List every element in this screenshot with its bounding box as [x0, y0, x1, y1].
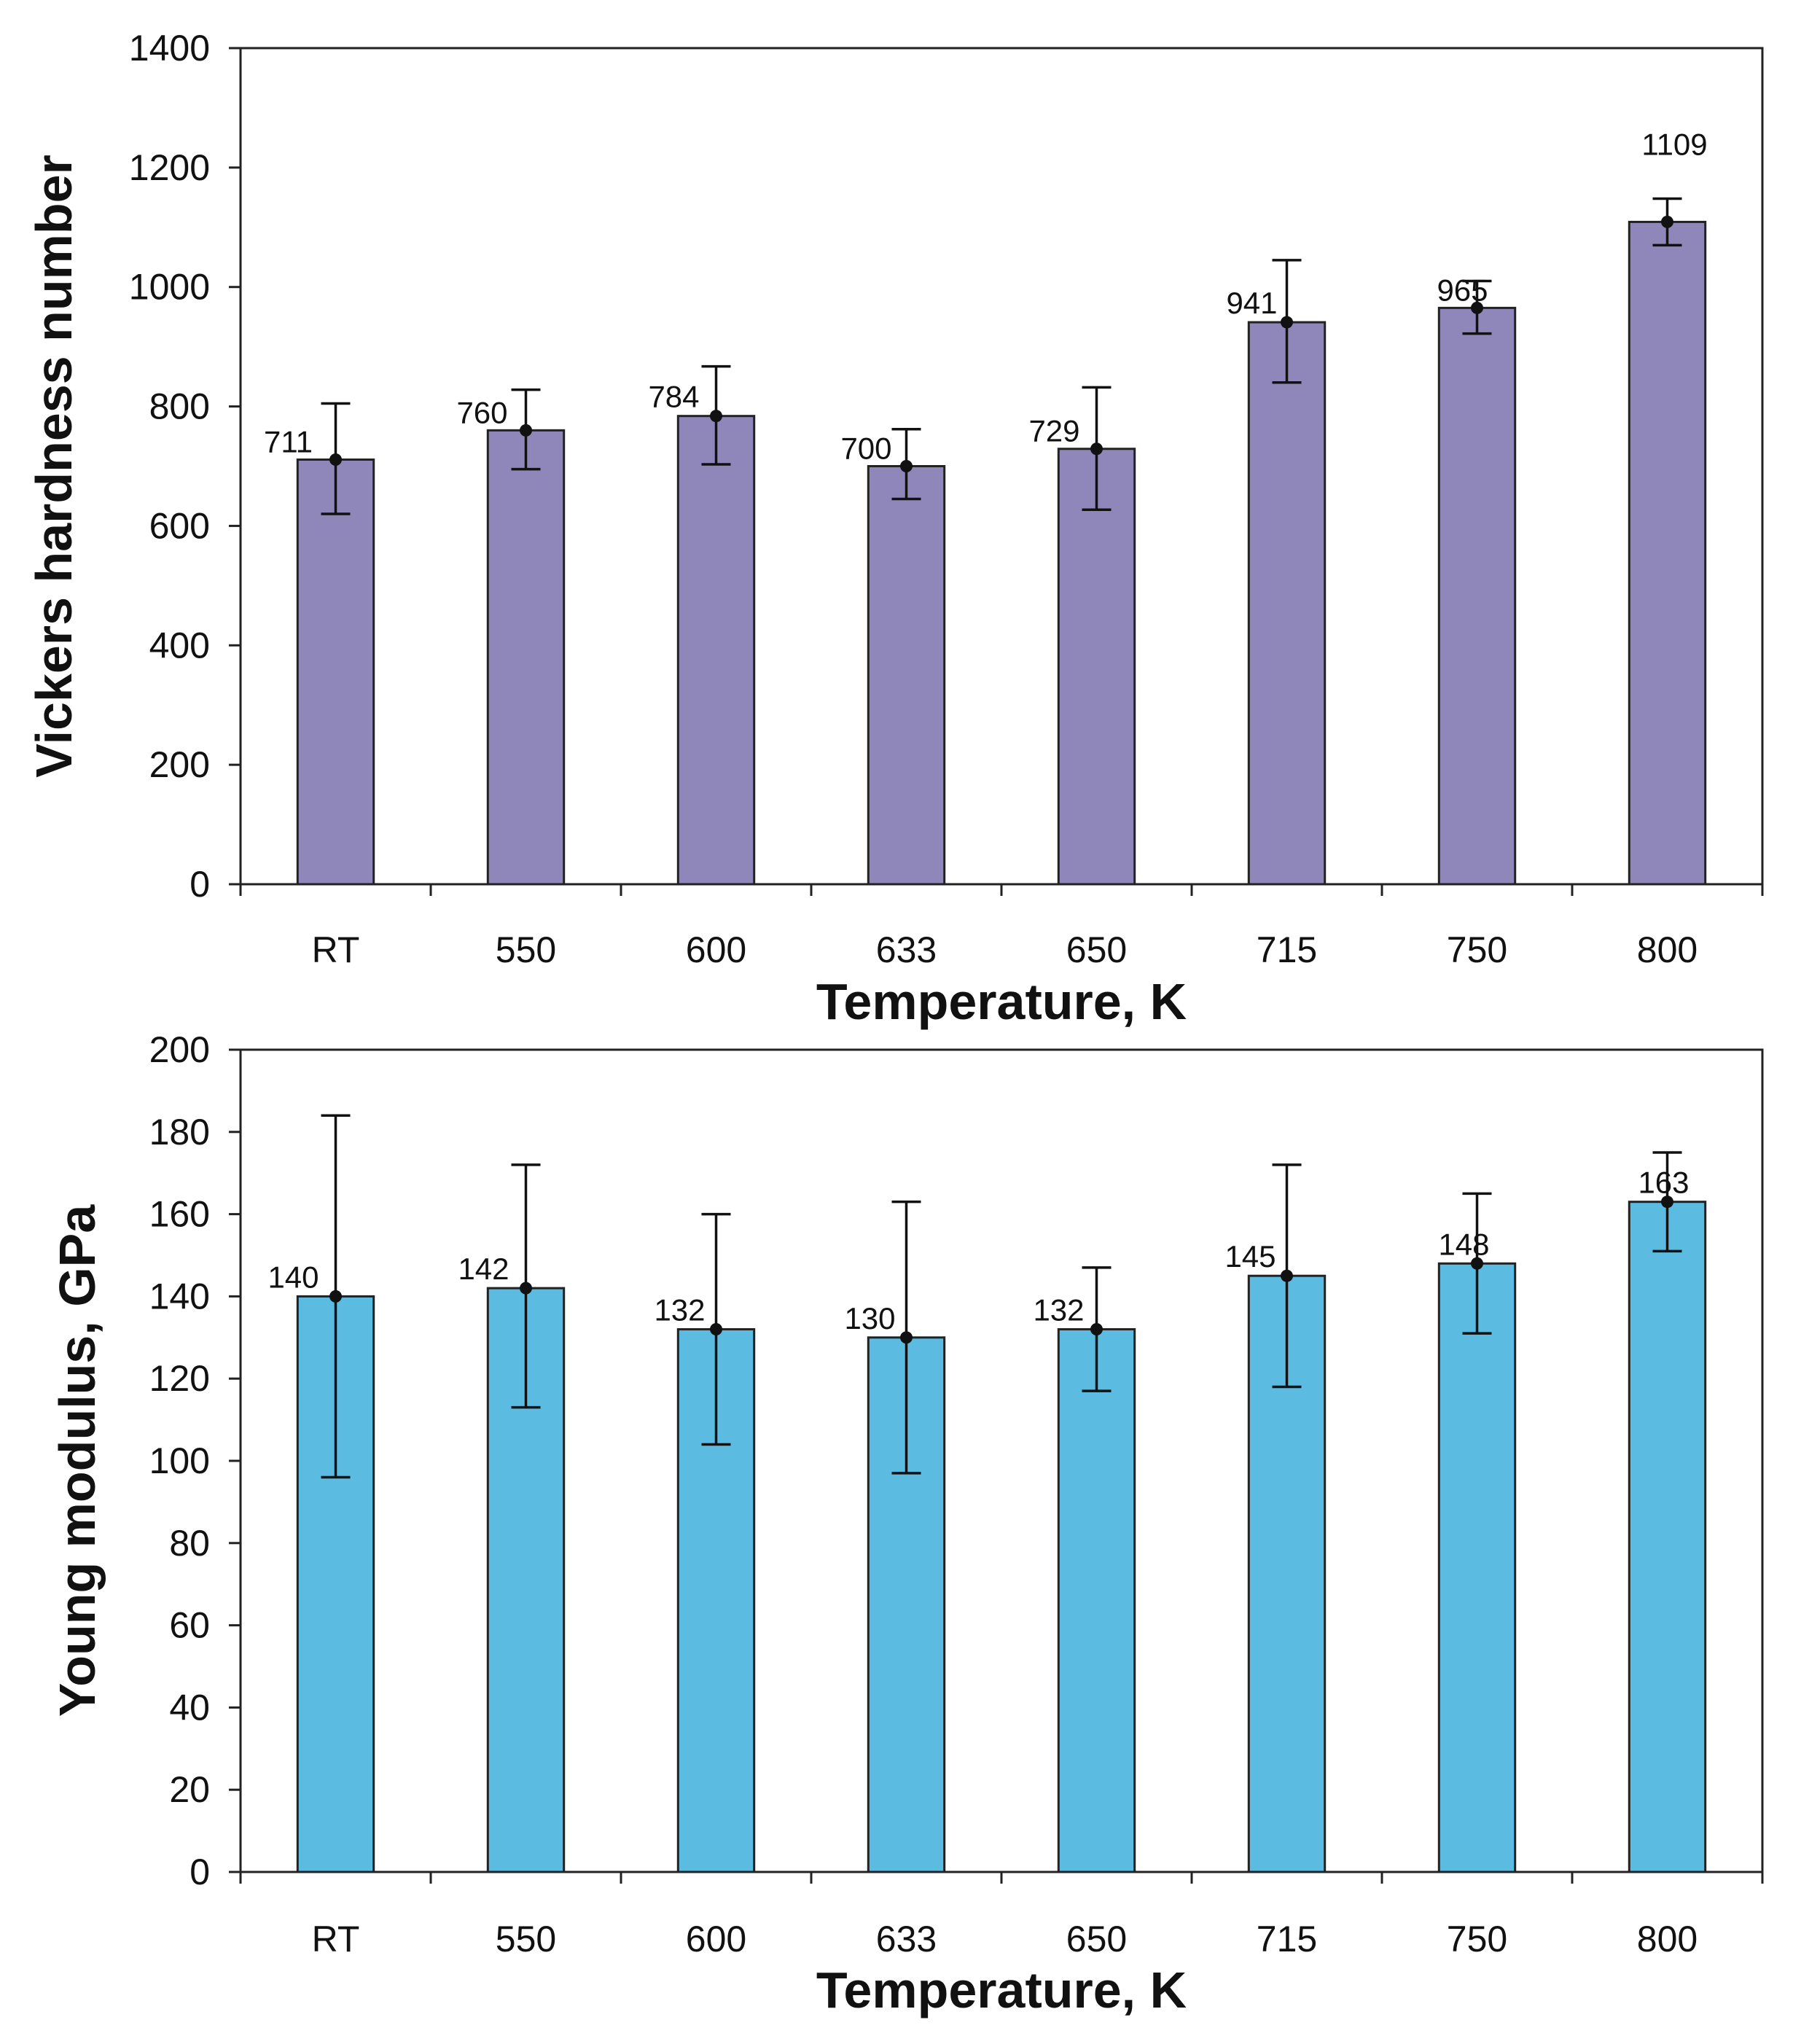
bar — [1437, 1262, 1517, 1873]
data-label: 142 — [458, 1252, 509, 1286]
x-tick-label: 715 — [1257, 929, 1317, 970]
bar — [1247, 321, 1327, 886]
mean-marker — [1090, 1323, 1103, 1336]
mean-marker — [329, 453, 342, 466]
x-tick-label: 750 — [1447, 1919, 1507, 1959]
data-label: 760 — [456, 395, 507, 429]
data-label: 729 — [1028, 414, 1079, 448]
y-tick-label: 40 — [169, 1687, 210, 1728]
mean-marker — [1281, 316, 1293, 329]
mean-marker — [1281, 1269, 1293, 1282]
mean-marker — [900, 1331, 913, 1344]
y-tick-label: 60 — [169, 1605, 210, 1646]
y-axis-title: Young modulus, GPa — [49, 1204, 106, 1717]
bar — [1057, 448, 1136, 886]
mean-marker — [520, 424, 532, 437]
young-modulus-chart: 0 20 40 60 80 100 120 140 160 180 200 140 RT 142 550 13… — [49, 1029, 1764, 2018]
x-tick-label: 633 — [876, 1919, 937, 1959]
mean-marker — [710, 410, 722, 423]
x-tick-label: 650 — [1066, 929, 1127, 970]
data-label: 163 — [1638, 1166, 1689, 1200]
y-tick-label: 400 — [149, 625, 210, 666]
x-tick-label: 600 — [686, 1919, 746, 1959]
mean-marker — [1471, 301, 1483, 314]
x-tick-label: 715 — [1257, 1919, 1317, 1959]
x-axis-title: Temperature, K — [816, 973, 1187, 1030]
mean-marker — [900, 460, 913, 472]
plot-area-frame — [239, 1048, 1764, 1873]
data-label: 132 — [1033, 1293, 1084, 1327]
y-tick-label: 200 — [149, 744, 210, 785]
data-label: 132 — [654, 1293, 705, 1327]
y-tick-label: 20 — [169, 1769, 210, 1810]
x-tick-label: RT — [312, 929, 360, 970]
mean-marker — [1661, 1195, 1673, 1209]
bar — [1628, 1201, 1707, 1873]
y-tick-label: 200 — [149, 1029, 210, 1070]
mean-marker — [329, 1290, 342, 1303]
x-tick-label: 650 — [1066, 1919, 1127, 1959]
y-tick-label: 1000 — [129, 267, 210, 308]
y-tick-label: 1400 — [129, 28, 210, 69]
mean-marker — [1661, 215, 1673, 228]
data-label: 148 — [1438, 1227, 1489, 1261]
data-label: 784 — [648, 380, 699, 414]
x-axis-title: Temperature, K — [816, 1962, 1187, 2018]
y-tick-label: 0 — [190, 1852, 210, 1892]
y-tick-label: 140 — [149, 1276, 210, 1316]
y-tick-label: 800 — [149, 386, 210, 427]
bar — [296, 458, 375, 886]
mean-marker — [1471, 1257, 1483, 1270]
y-tick-label: 100 — [149, 1440, 210, 1481]
data-label: 140 — [267, 1260, 319, 1294]
data-label: 941 — [1226, 286, 1277, 320]
x-tick-label: 600 — [686, 929, 746, 970]
x-tick-label: 550 — [496, 1919, 556, 1959]
bar — [867, 465, 946, 886]
y-tick-label: 80 — [169, 1523, 210, 1564]
y-tick-label: 600 — [149, 505, 210, 546]
bar — [486, 429, 566, 886]
mean-marker — [520, 1282, 532, 1295]
data-label: 711 — [264, 424, 313, 459]
data-label: 130 — [844, 1301, 895, 1335]
data-label: 145 — [1224, 1239, 1276, 1273]
y-tick-label: 160 — [149, 1194, 210, 1235]
data-label: 965 — [1437, 273, 1488, 307]
x-tick-label: RT — [312, 1919, 360, 1959]
y-tick-label: 180 — [149, 1112, 210, 1152]
y-axis-title: Vickers hardness number — [26, 155, 82, 778]
mean-marker — [710, 1323, 722, 1336]
mean-marker — [1090, 442, 1103, 456]
x-tick-label: 800 — [1637, 1919, 1698, 1959]
y-tick-label: 120 — [149, 1358, 210, 1399]
x-tick-label: 750 — [1447, 929, 1507, 970]
y-tick-label: 1200 — [129, 147, 210, 188]
x-tick-label: 550 — [496, 929, 556, 970]
bar — [1057, 1328, 1136, 1873]
data-label: 1109 — [1641, 127, 1707, 161]
hardness-chart: 0 200 400 600 800 1000 1200 1400 711 RT 760 550 784 6… — [26, 28, 1764, 1030]
plot-area-frame — [239, 47, 1764, 886]
bar — [676, 415, 756, 886]
data-label: 700 — [840, 432, 891, 466]
x-tick-label: 633 — [876, 929, 937, 970]
x-tick-label: 800 — [1637, 929, 1698, 970]
bar — [1628, 220, 1707, 886]
y-tick-label: 0 — [190, 864, 210, 905]
bar — [1437, 306, 1517, 886]
